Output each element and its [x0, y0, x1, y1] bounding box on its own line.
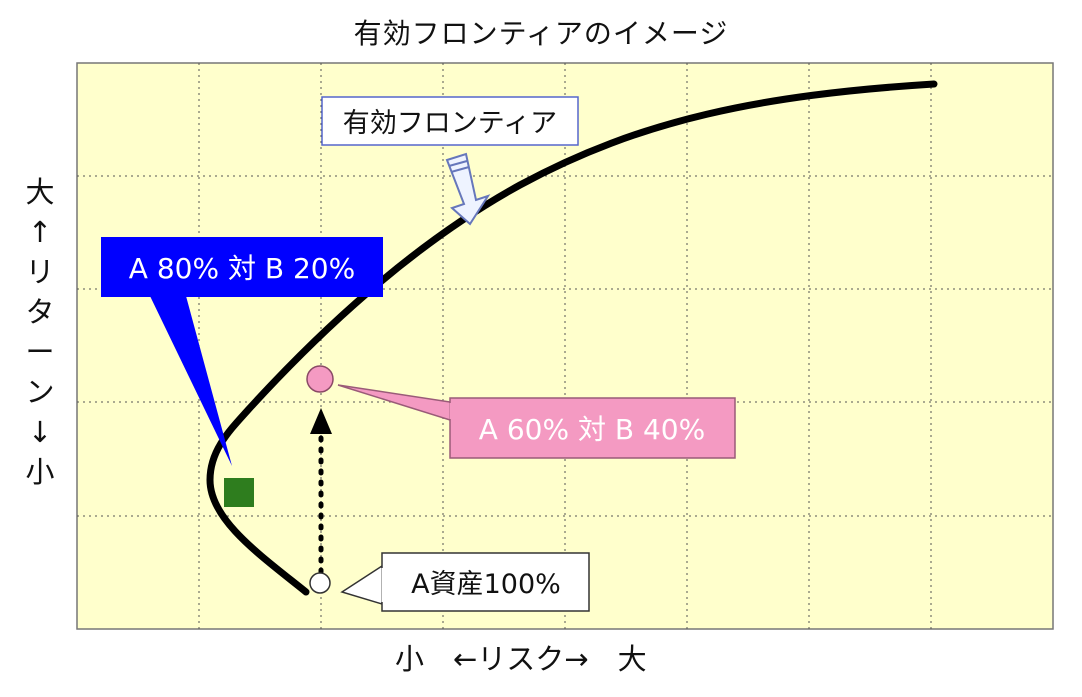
a60-marker: [306, 365, 334, 393]
y-axis-label: 大↑リターン↓小: [25, 175, 55, 489]
a100-callout: A資産100%: [340, 552, 590, 612]
frontier-callout-text: 有効フロンティア: [343, 108, 557, 139]
x-axis-label: 小 ←リスク→ 大: [395, 642, 647, 676]
a60-callout: A 60% 対 B 40%: [337, 384, 736, 459]
a60-callout-text: A 60% 対 B 40%: [479, 413, 705, 446]
frontier-callout: 有効フロンティア: [321, 96, 579, 226]
a100-marker: [309, 572, 331, 594]
a100-callout-text: A資産100%: [411, 569, 561, 600]
efficient-frontier-curve: [206, 80, 938, 596]
improvement-arrow-head: [310, 408, 332, 434]
a80-callout-text: A 80% 対 B 20%: [129, 252, 355, 285]
a80-marker: [224, 478, 254, 507]
a80-callout: A 80% 対 B 20%: [101, 237, 383, 466]
diagram-title: 有効フロンティアのイメージ: [353, 17, 729, 50]
frontier-pointer-arrow: [445, 152, 491, 226]
